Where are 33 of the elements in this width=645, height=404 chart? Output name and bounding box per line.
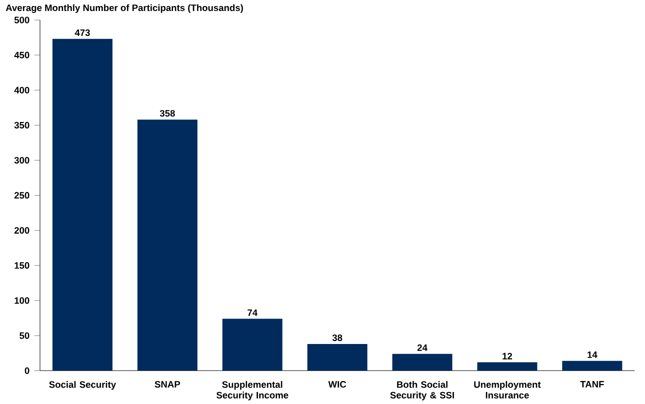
y-tick-label: 200 [14, 227, 30, 234]
y-tick-label: 50 [20, 332, 30, 339]
bar [137, 120, 198, 371]
y-tick-label: 450 [14, 52, 30, 58]
x-tick-label: WIC [328, 381, 346, 388]
x-tick-label: SNAP [154, 381, 180, 388]
data-label: 473 [74, 29, 90, 36]
x-tick-label: TANF [580, 381, 604, 388]
data-label: 24 [417, 344, 428, 351]
y-tick-label: 350 [14, 122, 30, 128]
x-tick-label: Supplemental Security Income [216, 381, 288, 400]
y-tick-label: 250 [14, 192, 30, 199]
y-tick-label: 400 [14, 86, 30, 94]
data-label: 358 [160, 110, 175, 117]
bar [477, 362, 538, 371]
bar [562, 360, 622, 371]
bar [222, 318, 282, 371]
bar [392, 354, 452, 371]
data-label: 12 [502, 352, 512, 360]
data-label: 38 [332, 334, 342, 342]
data-label: 74 [248, 309, 258, 316]
bar [52, 38, 112, 371]
data-label: 14 [588, 352, 598, 358]
bar [307, 344, 368, 371]
y-tick-label: 100 [14, 297, 30, 304]
chart-title: Average Monthly Number of Participants (Thousands) [6, 4, 243, 13]
y-tick-label: 0 [24, 367, 30, 374]
y-tick-label: 150 [14, 262, 30, 269]
x-tick-label: Both Social Security & SSI [390, 381, 454, 400]
y-tick-label: 300 [14, 156, 30, 164]
x-tick-label: Unemployment Insurance [474, 381, 541, 398]
y-tick-label: 500 [14, 16, 30, 24]
x-tick-label: Social Security [49, 381, 116, 390]
